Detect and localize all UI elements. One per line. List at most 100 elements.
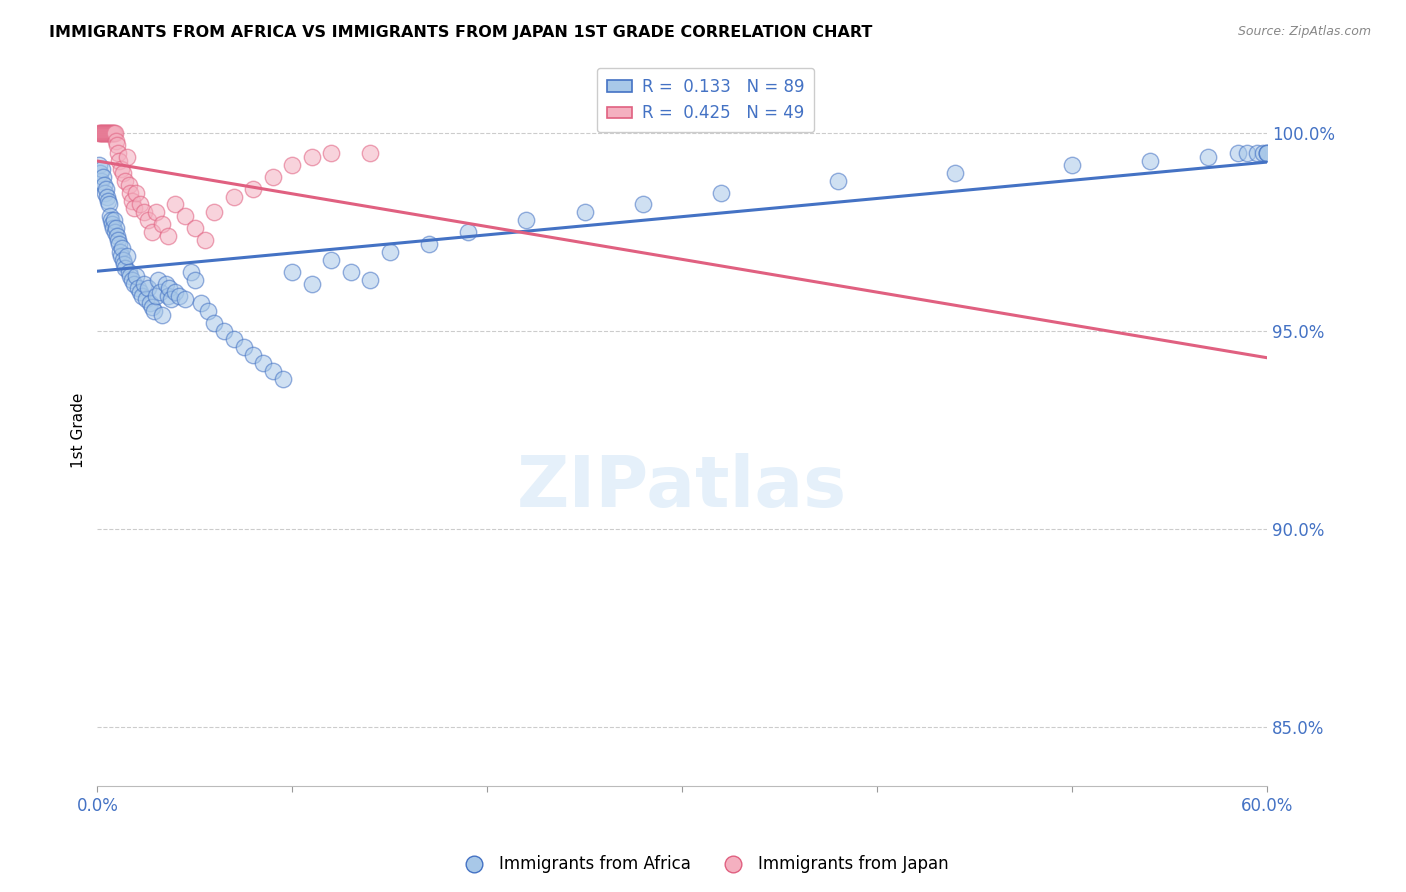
Point bbox=[114, 174, 136, 188]
Point bbox=[104, 134, 127, 148]
Point bbox=[943, 166, 966, 180]
Point bbox=[90, 174, 112, 188]
Point bbox=[146, 273, 169, 287]
Point bbox=[180, 265, 202, 279]
Point bbox=[107, 146, 129, 161]
Point bbox=[111, 166, 134, 180]
Point bbox=[141, 225, 163, 239]
Point bbox=[121, 273, 143, 287]
Point bbox=[89, 126, 111, 140]
Point bbox=[129, 285, 152, 299]
Point bbox=[165, 285, 187, 299]
Point bbox=[89, 166, 111, 180]
Point bbox=[242, 348, 264, 362]
Point bbox=[165, 197, 187, 211]
Point bbox=[222, 189, 245, 203]
Point bbox=[515, 213, 537, 227]
Point bbox=[184, 221, 207, 235]
Point bbox=[94, 182, 117, 196]
Point bbox=[301, 277, 323, 291]
Point bbox=[93, 126, 115, 140]
Point bbox=[827, 174, 849, 188]
Point bbox=[145, 205, 167, 219]
Point bbox=[91, 169, 114, 184]
Point bbox=[281, 158, 304, 172]
Point bbox=[91, 126, 114, 140]
Point bbox=[202, 316, 225, 330]
Point bbox=[94, 186, 117, 200]
Point bbox=[101, 217, 124, 231]
Point bbox=[127, 280, 149, 294]
Point bbox=[242, 182, 264, 196]
Point bbox=[1251, 146, 1274, 161]
Point bbox=[174, 293, 197, 307]
Point bbox=[110, 161, 132, 176]
Point bbox=[103, 126, 125, 140]
Point bbox=[134, 205, 156, 219]
Point bbox=[271, 371, 294, 385]
Point bbox=[262, 364, 284, 378]
Point bbox=[107, 153, 129, 168]
Point bbox=[1246, 146, 1268, 161]
Point bbox=[160, 293, 183, 307]
Point bbox=[107, 237, 129, 252]
Point bbox=[359, 273, 381, 287]
Point bbox=[135, 293, 157, 307]
Point bbox=[710, 186, 733, 200]
Point bbox=[111, 241, 134, 255]
Point bbox=[139, 296, 162, 310]
Point bbox=[98, 126, 121, 140]
Text: Source: ZipAtlas.com: Source: ZipAtlas.com bbox=[1237, 25, 1371, 38]
Point bbox=[149, 285, 172, 299]
Point bbox=[457, 225, 479, 239]
Point bbox=[104, 225, 127, 239]
Point bbox=[190, 296, 212, 310]
Point bbox=[174, 210, 197, 224]
Point bbox=[108, 244, 131, 259]
Point bbox=[101, 126, 124, 140]
Point bbox=[125, 268, 148, 283]
Point bbox=[101, 126, 124, 140]
Point bbox=[1060, 158, 1083, 172]
Point bbox=[112, 257, 135, 271]
Point bbox=[193, 233, 215, 247]
Point bbox=[94, 126, 117, 140]
Point bbox=[96, 126, 118, 140]
Point bbox=[222, 332, 245, 346]
Point bbox=[184, 273, 207, 287]
Point bbox=[115, 150, 138, 164]
Point bbox=[107, 233, 129, 247]
Text: IMMIGRANTS FROM AFRICA VS IMMIGRANTS FROM JAPAN 1ST GRADE CORRELATION CHART: IMMIGRANTS FROM AFRICA VS IMMIGRANTS FRO… bbox=[49, 25, 873, 40]
Point bbox=[150, 217, 173, 231]
Legend: R =  0.133   N = 89, R =  0.425   N = 49: R = 0.133 N = 89, R = 0.425 N = 49 bbox=[596, 68, 814, 132]
Point bbox=[98, 197, 121, 211]
Point bbox=[104, 126, 127, 140]
Point bbox=[197, 304, 219, 318]
Point bbox=[114, 260, 136, 275]
Point bbox=[124, 202, 146, 216]
Y-axis label: 1st Grade: 1st Grade bbox=[72, 392, 86, 467]
Point bbox=[125, 186, 148, 200]
Point bbox=[1197, 150, 1219, 164]
Point bbox=[104, 221, 127, 235]
Point bbox=[129, 197, 152, 211]
Point bbox=[97, 126, 120, 140]
Point bbox=[232, 340, 254, 354]
Point bbox=[252, 356, 274, 370]
Point bbox=[100, 213, 122, 227]
Point bbox=[321, 252, 343, 267]
Point bbox=[134, 277, 156, 291]
Point bbox=[136, 213, 159, 227]
Point bbox=[120, 268, 142, 283]
Point bbox=[1139, 153, 1161, 168]
Point bbox=[301, 150, 323, 164]
Point bbox=[110, 249, 132, 263]
Point bbox=[120, 186, 142, 200]
Point bbox=[359, 146, 381, 161]
Point bbox=[574, 205, 596, 219]
Point bbox=[1256, 146, 1278, 161]
Point bbox=[117, 265, 139, 279]
Text: ZIPatlas: ZIPatlas bbox=[517, 452, 848, 522]
Point bbox=[202, 205, 225, 219]
Point bbox=[281, 265, 304, 279]
